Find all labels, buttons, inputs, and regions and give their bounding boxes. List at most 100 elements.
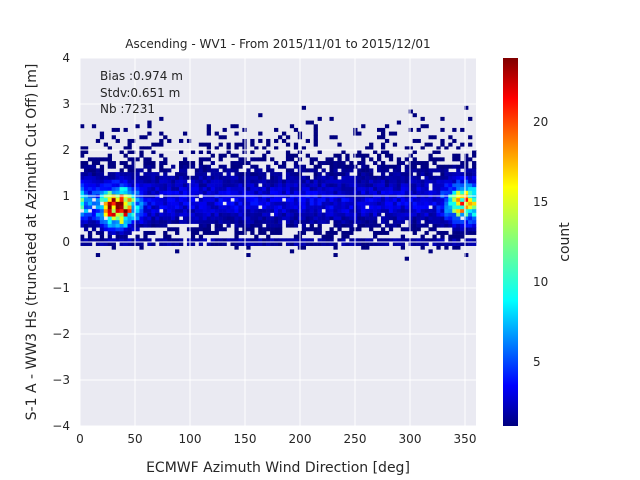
heatmap-cell <box>377 201 382 206</box>
heatmap-cell <box>230 186 235 191</box>
heatmap-cell <box>270 186 275 191</box>
heatmap-cell <box>412 161 417 166</box>
heatmap-cell <box>420 172 425 177</box>
heatmap-cell <box>337 238 342 243</box>
heatmap-cell <box>107 186 112 191</box>
heatmap-cell <box>234 172 239 177</box>
heatmap-cell <box>341 223 346 228</box>
heatmap-cell <box>87 175 93 180</box>
heatmap-cell <box>218 157 223 162</box>
heatmap-cell <box>464 183 469 188</box>
heatmap-cell <box>198 150 204 154</box>
heatmap-cell <box>396 219 402 224</box>
heatmap-cell <box>143 230 148 235</box>
heatmap-cell <box>420 124 425 129</box>
heatmap-cell <box>468 212 473 217</box>
heatmap-cell <box>305 168 310 173</box>
heatmap-cell <box>456 172 461 177</box>
heatmap-cell <box>91 186 97 191</box>
heatmap-cell <box>103 219 109 224</box>
heatmap-cell <box>246 245 251 250</box>
heatmap-cell <box>432 186 437 191</box>
heatmap-cell <box>246 179 251 184</box>
heatmap-cell <box>99 216 105 221</box>
heatmap-cell <box>242 242 247 246</box>
heatmap-cell <box>198 161 204 166</box>
heatmap-cell <box>234 223 239 228</box>
heatmap-cell <box>380 131 386 136</box>
heatmap-cell <box>472 216 477 221</box>
heatmap-cell <box>155 208 160 213</box>
heatmap-cell <box>83 168 89 173</box>
heatmap-cell <box>357 153 362 158</box>
heatmap-cell <box>293 127 299 132</box>
heatmap-cell <box>341 238 346 243</box>
heatmap-cell <box>404 190 409 195</box>
heatmap-cell <box>139 197 144 202</box>
heatmap-cell <box>254 223 259 228</box>
heatmap-cell <box>357 131 362 136</box>
heatmap-cell <box>412 205 417 210</box>
heatmap-cell <box>214 190 219 195</box>
heatmap-cell <box>349 164 354 169</box>
heatmap-cell <box>87 172 93 177</box>
heatmap-cell <box>392 168 398 173</box>
heatmap-cell <box>139 205 144 210</box>
heatmap-cell <box>214 183 219 188</box>
heatmap-cell <box>242 238 247 243</box>
heatmap-cell <box>234 219 239 224</box>
heatmap-cell <box>416 223 421 228</box>
heatmap-cell <box>95 201 101 206</box>
heatmap-cell <box>293 172 299 177</box>
heatmap-cell <box>313 197 318 202</box>
heatmap-cell <box>472 230 477 235</box>
heatmap-cell <box>464 179 469 184</box>
heatmap-cell <box>436 164 441 169</box>
heatmap-cell <box>266 212 271 217</box>
heatmap-cell <box>369 146 374 151</box>
heatmap-cell <box>464 219 469 224</box>
heatmap-cell <box>420 197 425 202</box>
heatmap-cell <box>329 242 334 246</box>
heatmap-cell <box>222 219 227 224</box>
heatmap-cell <box>329 227 334 232</box>
heatmap-cell <box>365 153 370 158</box>
heatmap-cell <box>333 242 338 246</box>
heatmap-cell <box>107 146 112 151</box>
heatmap-cell <box>254 212 259 217</box>
heatmap-cell <box>412 138 417 143</box>
heatmap-cell <box>91 183 97 188</box>
heatmap-cell <box>83 186 89 191</box>
heatmap-cell <box>266 164 271 169</box>
heatmap-cell <box>337 172 342 177</box>
heatmap-cell <box>349 168 354 173</box>
heatmap-cell <box>246 242 251 246</box>
heatmap-cell <box>472 175 477 180</box>
heatmap-cell <box>317 197 322 202</box>
heatmap-cell <box>218 208 223 213</box>
heatmap-cell <box>159 201 164 206</box>
heatmap-cell <box>380 219 386 224</box>
heatmap-cell <box>345 201 350 206</box>
heatmap-cell <box>384 242 390 246</box>
heatmap-cell <box>111 190 116 195</box>
heatmap-cell <box>262 227 267 232</box>
heatmap-cell <box>87 242 93 246</box>
heatmap-cell <box>222 168 227 173</box>
heatmap-cell <box>456 175 461 180</box>
heatmap-cell <box>309 216 314 221</box>
heatmap-cell <box>190 234 196 239</box>
heatmap-cell <box>357 205 362 210</box>
heatmap-cell <box>285 135 291 140</box>
heatmap-cell <box>365 168 370 173</box>
heatmap-cell <box>468 172 473 177</box>
heatmap-cell <box>377 238 382 243</box>
heatmap-cell <box>270 208 275 213</box>
heatmap-cell <box>80 186 85 191</box>
heatmap-cell <box>151 212 156 217</box>
heatmap-cell <box>238 186 243 191</box>
heatmap-cell <box>242 161 247 166</box>
heatmap-cell <box>321 242 326 246</box>
heatmap-cell <box>254 190 259 195</box>
heatmap-cell <box>190 219 196 224</box>
